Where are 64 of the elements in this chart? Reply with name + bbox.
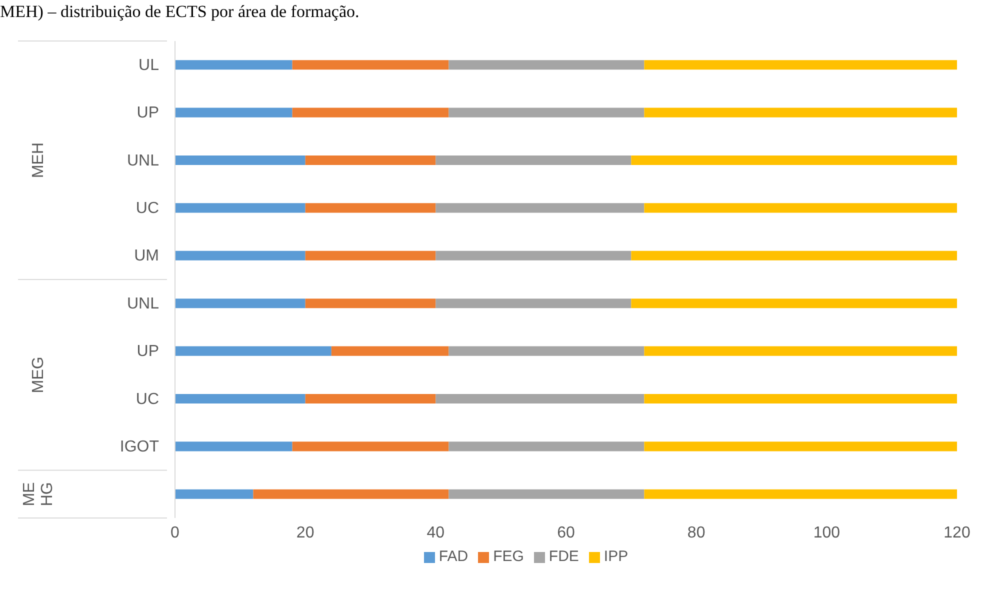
text: ME HG xyxy=(21,482,56,506)
bar xyxy=(305,394,436,404)
bar xyxy=(175,203,306,213)
bar xyxy=(175,60,292,70)
x-tick-label: 0 xyxy=(170,524,180,542)
text: MEG xyxy=(30,356,47,394)
y-tick-label: UC xyxy=(136,390,159,408)
bar xyxy=(448,108,644,118)
bar xyxy=(631,250,957,260)
legend-label: IPP xyxy=(604,548,628,565)
y-tick-label: IGOT xyxy=(120,438,160,456)
bar xyxy=(175,442,292,452)
bar xyxy=(175,489,254,499)
x-tick-label: 20 xyxy=(296,524,314,542)
bar xyxy=(305,155,436,166)
bar xyxy=(631,155,957,166)
bar xyxy=(436,203,644,213)
bar xyxy=(436,394,644,404)
text: MEH xyxy=(30,142,47,178)
bar xyxy=(644,442,957,452)
bar xyxy=(644,60,957,70)
y-tick-label: UNL xyxy=(126,152,160,170)
bar xyxy=(175,394,306,404)
bar xyxy=(436,250,632,260)
bar xyxy=(448,489,644,499)
y-tick-label: UC xyxy=(136,200,159,217)
bar xyxy=(253,489,449,499)
legend-label: FEG xyxy=(493,548,524,565)
bar xyxy=(448,346,644,356)
bar xyxy=(305,250,436,260)
bar xyxy=(175,250,306,260)
bar xyxy=(644,203,957,213)
chart-title: MEH) – distribuição de ECTS por área de formação. xyxy=(0,1,360,23)
legend-label: FAD xyxy=(438,548,468,565)
x-tick-label: 40 xyxy=(426,524,445,542)
x-tick-label: 100 xyxy=(813,524,840,542)
bar xyxy=(631,298,957,308)
bar xyxy=(305,203,436,213)
y-tick-label: UM xyxy=(134,248,159,265)
bar xyxy=(448,60,644,70)
bar xyxy=(305,298,436,308)
bar xyxy=(644,108,957,118)
bar xyxy=(292,442,449,452)
bar xyxy=(436,298,632,308)
legend-label: FDE xyxy=(548,548,579,565)
bar xyxy=(448,442,644,452)
bar xyxy=(644,346,957,356)
bar xyxy=(175,155,306,166)
x-tick-label: 60 xyxy=(557,524,575,542)
x-tick-label: 120 xyxy=(944,524,970,542)
bar xyxy=(175,298,306,308)
bar xyxy=(292,60,449,70)
y-tick-label: UL xyxy=(138,56,160,74)
bar xyxy=(644,489,957,499)
bar xyxy=(292,108,449,118)
y-tick-label: UP xyxy=(136,343,159,360)
bar xyxy=(175,346,332,356)
y-tick-label: UP xyxy=(136,104,159,122)
x-tick-label: 80 xyxy=(687,524,706,542)
bar xyxy=(644,394,957,404)
bar xyxy=(175,108,292,118)
bar xyxy=(436,155,632,166)
bar xyxy=(331,346,449,356)
y-tick-label: UNL xyxy=(126,295,160,312)
